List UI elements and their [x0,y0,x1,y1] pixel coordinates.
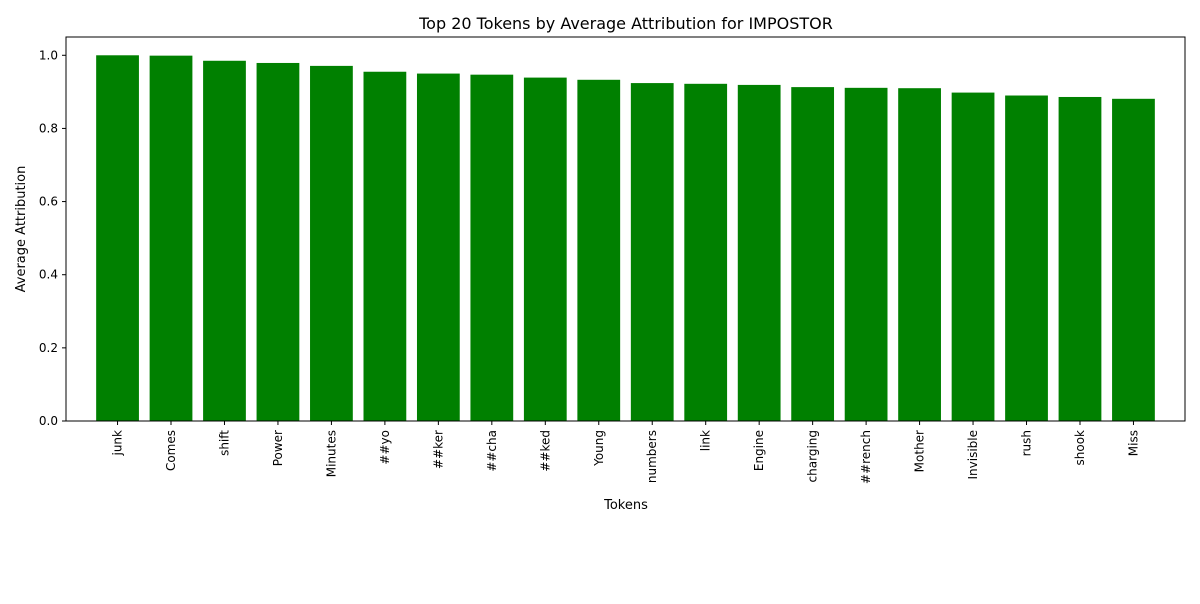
bar-1 [149,55,193,421]
chart-title: Top 20 Tokens by Average Attribution for… [418,14,833,33]
x-tick-label-15: Mother [913,430,927,472]
bar-7 [470,74,514,421]
x-tick-label-10: numbers [645,430,659,483]
bar-6 [416,73,460,422]
y-tick-label-3: 0.6 [39,195,58,209]
y-tick-label-0: 0.0 [39,414,58,428]
x-tick-label-13: charging [806,430,820,482]
bar-17 [1005,95,1048,421]
x-tick-label-11: link [699,430,713,451]
x-axis-label: Tokens [603,498,648,513]
bar-12 [737,84,781,421]
x-tick-label-4: Minutes [324,430,338,477]
bar-18 [1058,96,1102,421]
x-tick-label-1: Comes [164,430,178,471]
y-axis-ticks: 0.0 0.2 0.4 0.6 0.8 1.0 [39,48,66,428]
bars-layer [96,55,1155,422]
bar-4 [310,65,353,422]
y-tick-label-1: 0.2 [39,341,58,355]
bar-10 [630,83,674,421]
x-tick-label-6: ##ker [431,430,445,469]
bar-8 [523,77,567,421]
x-tick-label-2: shift [217,430,231,456]
bar-9 [577,79,621,421]
x-tick-label-8: ##ked [538,430,552,472]
x-axis-ticks: junk Comes shift Power Minutes ##yo ##ker ##cha… [111,421,1140,484]
x-tick-label-7: ##cha [485,430,499,472]
bar-0 [96,55,139,422]
bar-3 [256,62,300,422]
plot-frame [65,36,1186,422]
bar-16 [951,92,995,422]
bar-14 [844,87,888,421]
x-tick-label-3: Power [271,430,285,466]
x-tick-label-9: Young [592,430,606,467]
x-tick-label-16: Invisible [966,430,980,480]
bar-11 [684,83,728,421]
y-tick-label-2: 0.4 [39,268,58,282]
x-tick-label-18: shook [1073,430,1087,466]
y-tick-label-5: 1.0 [39,48,58,62]
x-tick-label-12: Engine [752,430,766,471]
bar-2 [203,60,246,422]
bar-15 [898,88,941,421]
x-tick-label-0: junk [111,430,125,457]
bar-19 [1112,98,1155,421]
x-tick-label-14: ##rench [859,430,873,484]
bar-5 [363,71,407,421]
x-tick-label-19: Miss [1126,430,1140,456]
x-tick-label-17: rush [1020,430,1034,456]
bar-13 [791,87,835,422]
x-tick-label-5: ##yo [378,430,392,465]
y-axis-label: Average Attribution [14,166,29,293]
y-tick-label-4: 0.8 [39,121,58,135]
